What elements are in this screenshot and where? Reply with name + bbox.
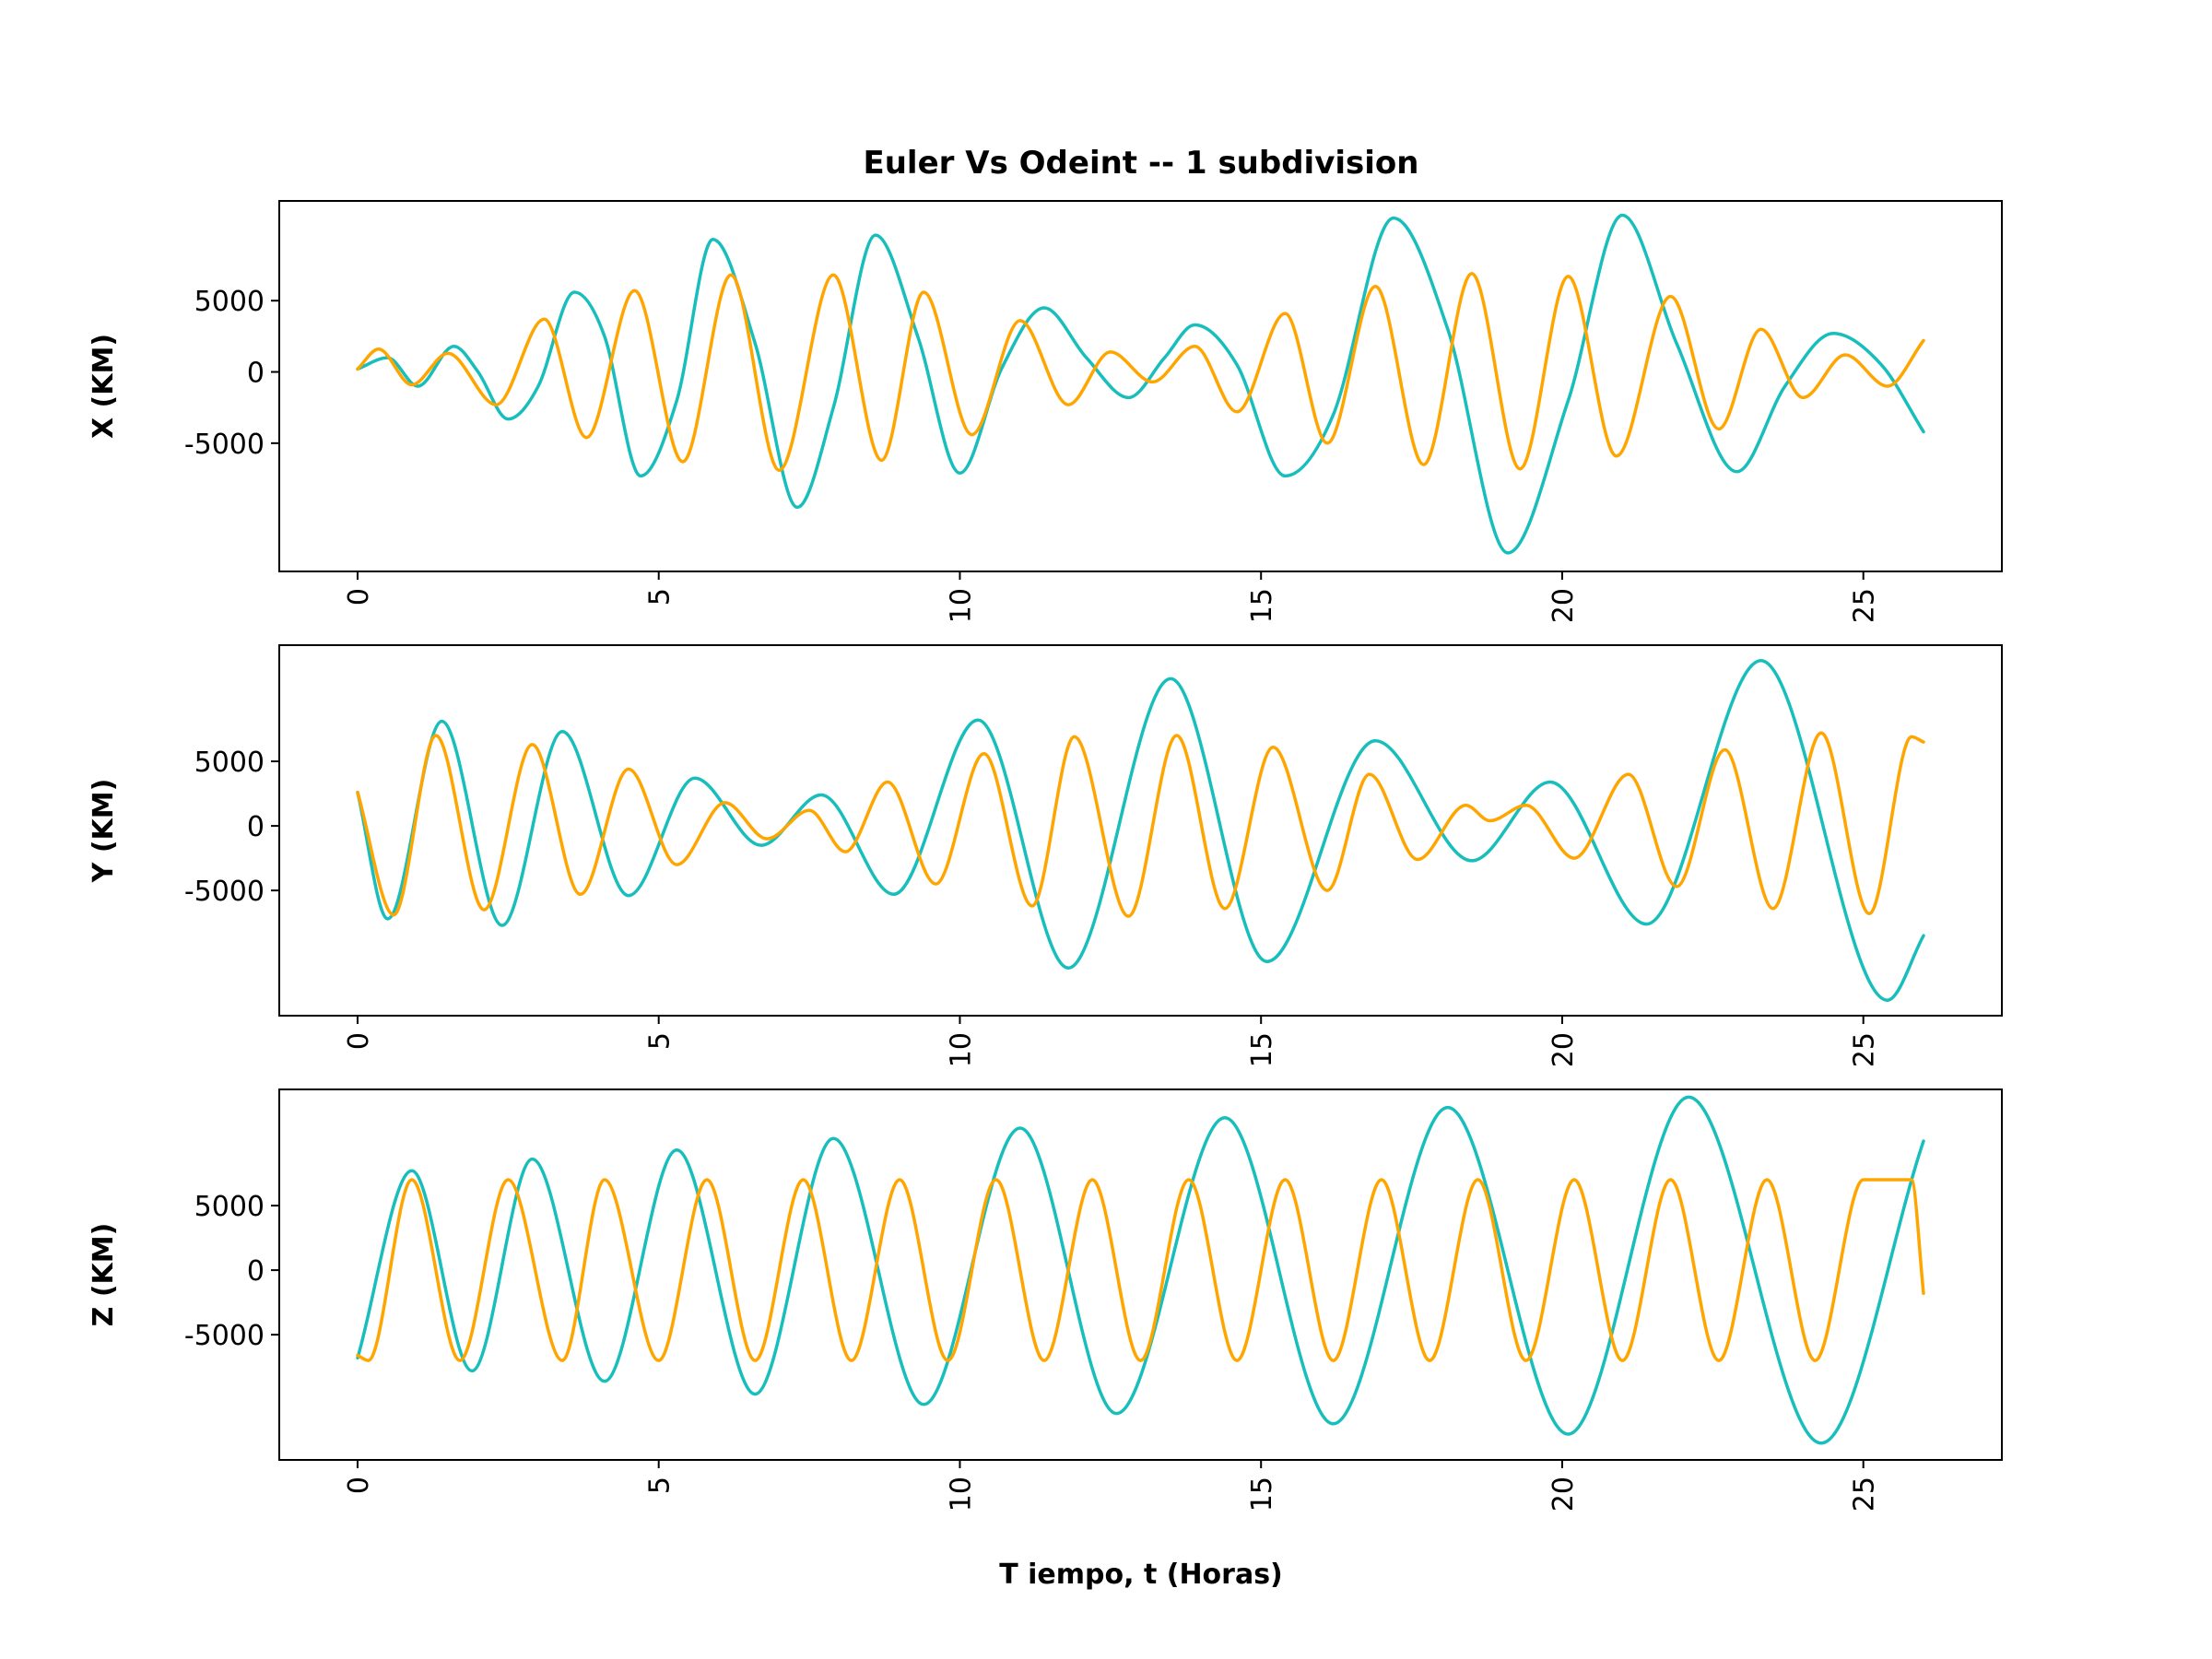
- panel-z: 5000 0 -5000 Z (KM) 0 5 10 15 20 25: [88, 1088, 2003, 1512]
- plot-frame-y: [278, 644, 2003, 1017]
- x-tick-label: 10: [945, 588, 977, 623]
- x-tick-label: 10: [945, 1477, 977, 1512]
- y-tick-label: -5000: [184, 429, 265, 461]
- x-tick-label: 15: [1246, 1477, 1278, 1512]
- series-line-euler-z: [356, 1095, 1925, 1445]
- x-tick-label: 20: [1547, 588, 1580, 623]
- x-tick-label: 20: [1547, 1032, 1580, 1067]
- series-line-odeint-x: [356, 272, 1925, 472]
- plot-frame-x: [278, 200, 2003, 572]
- y-axis-label-x: X (KM): [88, 334, 120, 439]
- y-axis-label-y: Y (KM): [88, 779, 120, 884]
- y-tick-label: 5000: [194, 286, 265, 318]
- x-tick-label: 0: [343, 588, 375, 606]
- y-tick-label: 5000: [194, 747, 265, 779]
- x-tick-label: 5: [644, 1032, 677, 1050]
- x-tick-label: 15: [1246, 588, 1278, 623]
- y-tick-label: -5000: [184, 876, 265, 908]
- x-tick-label: 25: [1849, 1032, 1881, 1067]
- chart-title: Euler Vs Odeint -- 1 subdivision: [864, 145, 1419, 182]
- x-tick-label: 10: [945, 1032, 977, 1067]
- x-tick-label: 25: [1849, 588, 1881, 623]
- series-line-euler-y: [356, 659, 1925, 1002]
- y-tick-label: 5000: [194, 1191, 265, 1223]
- y-axis-label-z: Z (KM): [88, 1223, 120, 1327]
- plot-frame-z: [278, 1088, 2003, 1461]
- panel-y: 5000 0 -5000 Y (KM) 0 5 10 15 20 25: [88, 644, 2003, 1067]
- x-tick-label: 0: [343, 1032, 375, 1050]
- x-tick-label: 15: [1246, 1032, 1278, 1067]
- x-tick-label: 5: [644, 588, 677, 606]
- x-tick-label: 25: [1849, 1477, 1881, 1512]
- x-tick-label: 5: [644, 1477, 677, 1494]
- x-tick-label: 0: [343, 1477, 375, 1494]
- panel-x: 5000 0 -5000 X (KM) 0 5 10 15 20 25: [88, 200, 2003, 623]
- y-tick-label: 0: [247, 358, 265, 390]
- series-line-odeint-z: [356, 1178, 1925, 1362]
- x-axis-label: T iempo, t (Horas): [999, 1559, 1283, 1591]
- series-line-euler-x: [356, 213, 1925, 555]
- y-tick-label: -5000: [184, 1320, 265, 1352]
- x-tick-label: 20: [1547, 1477, 1580, 1512]
- y-tick-label: 0: [247, 811, 265, 843]
- series-line-odeint-y: [356, 731, 1925, 918]
- y-tick-label: 0: [247, 1255, 265, 1288]
